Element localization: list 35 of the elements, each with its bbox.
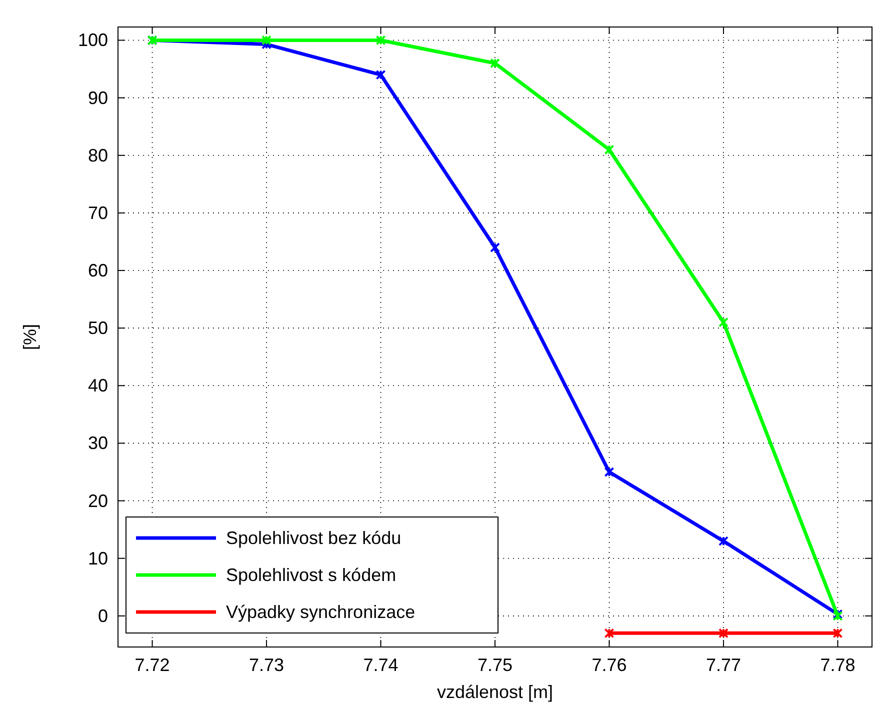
y-axis-title: [%] [20, 324, 40, 350]
y-tick-label: 0 [98, 606, 108, 626]
point [262, 35, 272, 46]
x-axis-title: vzdálenost [m] [436, 682, 554, 702]
x-tick-label: 7.72 [134, 655, 170, 675]
point [832, 628, 843, 638]
y-tick-label: 80 [88, 145, 108, 166]
y-tick-label: 50 [88, 318, 108, 338]
x-tick-label: 7.74 [363, 655, 398, 675]
point [718, 628, 728, 638]
y-tick-label: 60 [88, 260, 108, 281]
y-tick-label: 40 [88, 376, 108, 396]
x-tick-label: 7.78 [820, 655, 856, 675]
x-tick-label: 7.77 [706, 655, 742, 675]
legend-label: Spolehlivost s kódem [226, 565, 396, 585]
y-tick-label: 20 [88, 490, 108, 511]
point [604, 466, 614, 477]
y-tick-label: 70 [88, 202, 108, 223]
point [376, 70, 386, 80]
legend-label: Výpadky synchronizace [226, 602, 416, 622]
point [490, 58, 500, 68]
legend-label: Spolehlivost bez kódu [226, 528, 402, 548]
y-tick-label: 10 [88, 548, 108, 568]
point [490, 242, 500, 252]
x-tick-label: 7.73 [248, 655, 284, 675]
point [718, 536, 728, 546]
y-tick-label: 30 [88, 433, 108, 454]
point [718, 317, 728, 328]
x-tick-label: 7.76 [592, 655, 627, 675]
point [604, 144, 614, 155]
point [376, 35, 386, 46]
point [604, 628, 614, 638]
x-tick-label: 7.75 [477, 655, 513, 675]
y-tick-label: 100 [78, 30, 108, 50]
y-tick-label: 90 [88, 88, 108, 108]
